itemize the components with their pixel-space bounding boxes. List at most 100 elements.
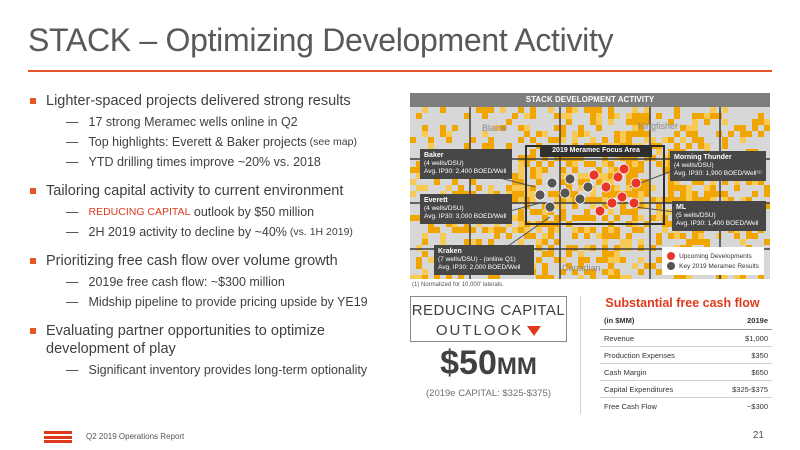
acreage-block (602, 257, 608, 263)
acreage-block (476, 239, 482, 245)
acreage-block (554, 191, 560, 197)
acreage-block (554, 197, 560, 203)
acreage-block (686, 125, 692, 131)
acreage-block (680, 137, 686, 143)
acreage-block (614, 185, 620, 191)
stack-map: STACK DEVELOPMENT ACTIVITY Blaine Kingfi… (410, 93, 770, 279)
acreage-block (518, 179, 524, 185)
reducing-capital-box: REDUCING CAPITAL OUTLOOK (410, 296, 567, 342)
acreage-block (512, 185, 518, 191)
sub-bullet: — Top highlights: Everett & Baker project… (66, 135, 357, 149)
acreage-block (698, 233, 704, 239)
acreage-block (632, 167, 638, 173)
acreage-block (488, 137, 494, 143)
acreage-block (422, 251, 428, 257)
report-name: Q2 2019 Operations Report (86, 432, 185, 441)
vertical-divider (580, 296, 581, 414)
acreage-block (536, 167, 542, 173)
acreage-block (662, 167, 668, 173)
acreage-block (572, 161, 578, 167)
acreage-block (638, 227, 644, 233)
acreage-block (620, 203, 626, 209)
acreage-block (416, 167, 422, 173)
acreage-block (434, 179, 440, 185)
upcoming-development-marker (628, 197, 640, 209)
acreage-block (536, 257, 542, 263)
acreage-block (584, 215, 590, 221)
acreage-block (662, 161, 668, 167)
acreage-block (626, 275, 632, 279)
acreage-block (464, 221, 470, 227)
upcoming-development-marker (606, 197, 618, 209)
acreage-block (578, 179, 584, 185)
sub-bullet: —17 strong Meramec wells online in Q2 (66, 115, 298, 129)
acreage-block (680, 191, 686, 197)
acreage-block (536, 173, 542, 179)
acreage-block (734, 185, 740, 191)
acreage-block (602, 197, 608, 203)
acreage-block (626, 233, 632, 239)
acreage-block (410, 191, 416, 197)
acreage-block (578, 155, 584, 161)
acreage-block (518, 167, 524, 173)
acreage-block (524, 161, 530, 167)
acreage-block (596, 107, 602, 113)
acreage-block (614, 257, 620, 263)
acreage-block (548, 233, 554, 239)
acreage-block (692, 179, 698, 185)
acreage-block (608, 263, 614, 269)
acreage-block (512, 191, 518, 197)
acreage-block (554, 215, 560, 221)
down-arrow-icon (527, 326, 542, 337)
map-header: STACK DEVELOPMENT ACTIVITY (410, 93, 770, 107)
acreage-block (626, 131, 632, 137)
acreage-block (590, 203, 596, 209)
reduction-amount: $50MM (440, 344, 537, 382)
acreage-block (710, 113, 716, 119)
acreage-block (548, 227, 554, 233)
acreage-block (644, 185, 650, 191)
acreage-block (698, 197, 704, 203)
acreage-block (716, 275, 722, 279)
acreage-block (584, 161, 590, 167)
acreage-block (512, 215, 518, 221)
acreage-block (638, 269, 644, 275)
acreage-block (674, 197, 680, 203)
acreage-block (560, 203, 566, 209)
acreage-block (416, 263, 422, 269)
acreage-block (578, 215, 584, 221)
acreage-block (548, 245, 554, 251)
acreage-block (446, 221, 452, 227)
acreage-block (542, 131, 548, 137)
acreage-block (602, 137, 608, 143)
acreage-block (608, 179, 614, 185)
acreage-block (692, 239, 698, 245)
acreage-block (752, 179, 758, 185)
acreage-block (542, 215, 548, 221)
acreage-block (458, 275, 464, 279)
acreage-block (758, 113, 764, 119)
acreage-block (740, 239, 746, 245)
acreage-block (662, 221, 668, 227)
acreage-block (656, 269, 662, 275)
acreage-block (656, 203, 662, 209)
acreage-block (638, 239, 644, 245)
acreage-block (710, 191, 716, 197)
acreage-block (608, 161, 614, 167)
acreage-block (602, 215, 608, 221)
acreage-block (674, 233, 680, 239)
acreage-block (416, 173, 422, 179)
acreage-block (548, 107, 554, 113)
meramec-result-marker (582, 181, 594, 193)
acreage-block (554, 227, 560, 233)
acreage-block (542, 251, 548, 257)
acreage-block (740, 131, 746, 137)
acreage-block (440, 125, 446, 131)
meramec-result-marker (546, 177, 558, 189)
acreage-block (584, 245, 590, 251)
fcf-title: Substantial free cash flow (605, 296, 760, 310)
acreage-block (650, 137, 656, 143)
acreage-block (668, 191, 674, 197)
acreage-block (452, 125, 458, 131)
acreage-block (542, 233, 548, 239)
